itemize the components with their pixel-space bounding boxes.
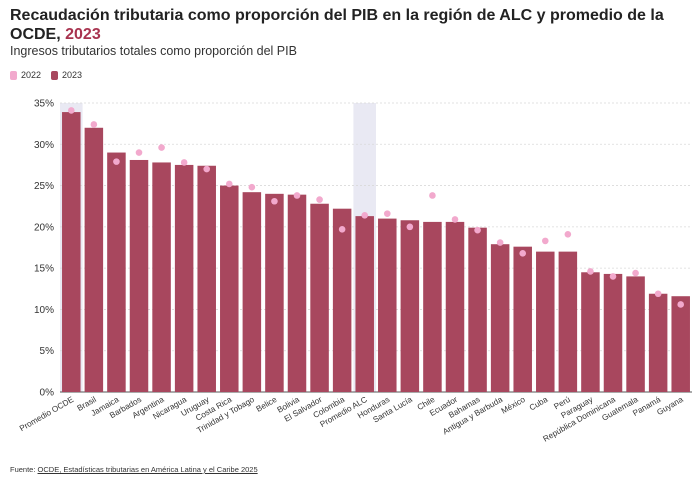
legend-item-2022[interactable]: 2022: [10, 70, 41, 80]
dot-2022: [180, 159, 188, 166]
bar-2023: [84, 127, 104, 392]
bar-2023: [513, 246, 532, 392]
bar-2023: [197, 165, 216, 392]
bar-2023: [558, 251, 578, 392]
dot-2022: [677, 301, 685, 308]
source-link[interactable]: OCDE, Estadísticas tributarias en Améric…: [37, 465, 258, 474]
bar-2023: [536, 251, 555, 392]
dot-2022: [271, 197, 278, 205]
chart-title-main: Recaudación tributaria como proporción d…: [10, 7, 664, 43]
bar-2023: [242, 192, 262, 392]
legend-label-2023: 2023: [62, 70, 83, 80]
bar-2023: [174, 164, 194, 392]
y-tick-label: 35%: [34, 99, 54, 110]
dot-2022: [158, 144, 165, 151]
bar-2023: [310, 203, 329, 392]
legend: 2022 2023: [10, 70, 82, 80]
chart-subtitle: Ingresos tributarios totales como propor…: [10, 44, 297, 58]
dot-2022: [113, 158, 120, 165]
bar-2023: [287, 194, 307, 392]
dot-2022: [316, 196, 323, 203]
bar-2023: [626, 276, 645, 392]
y-tick-label: 0%: [40, 388, 55, 399]
bar-2023: [265, 193, 284, 392]
chart-title: Recaudación tributaria como proporción d…: [10, 6, 690, 44]
dot-2022: [248, 183, 256, 191]
dot-2022: [474, 226, 481, 234]
dot-2022: [293, 192, 301, 199]
dot-2022: [203, 165, 211, 173]
bar-2023: [468, 227, 487, 392]
bar-2023: [152, 162, 171, 392]
dot-2022: [361, 211, 369, 219]
bar-2023: [107, 152, 126, 392]
bar-2023: [671, 296, 690, 392]
y-tick-label: 15%: [34, 264, 54, 275]
bar-2023: [332, 208, 352, 392]
legend-swatch-2023: [51, 70, 59, 80]
y-tick-label: 5%: [40, 346, 55, 357]
chart-title-year: 2023: [65, 26, 101, 43]
dot-2022: [496, 239, 504, 246]
y-tick-label: 25%: [34, 181, 54, 192]
dot-2022: [67, 107, 75, 114]
dot-2022: [451, 216, 459, 223]
x-tick-label: Cuba: [528, 395, 550, 413]
bar-2023: [129, 159, 149, 392]
bar-2023: [490, 244, 510, 392]
dot-2022: [609, 273, 617, 280]
x-tick-label: Guyana: [655, 395, 685, 417]
y-tick-label: 20%: [34, 222, 54, 233]
source-label: Fuente:: [10, 465, 38, 474]
bar-2023: [400, 220, 420, 392]
dot-2022: [429, 192, 436, 199]
bar-2023: [423, 221, 442, 392]
source-note: Fuente: OCDE, Estadísticas tributarias e…: [10, 465, 258, 474]
x-tick-label: Promedio OCDE: [18, 395, 76, 434]
legend-item-2023[interactable]: 2023: [51, 70, 82, 80]
bar-2023: [603, 273, 623, 392]
dot-2022: [383, 210, 391, 217]
dot-2022: [90, 121, 98, 128]
dot-2022: [406, 223, 414, 231]
dot-2022: [587, 268, 594, 275]
dot-2022: [564, 230, 572, 238]
bar-2023: [355, 216, 374, 392]
x-tick-label: México: [500, 395, 527, 416]
dot-2022: [135, 149, 143, 156]
bar-2023: [62, 112, 81, 392]
bar-2023: [445, 221, 465, 392]
dot-2022: [225, 180, 233, 188]
y-tick-label: 30%: [34, 140, 54, 151]
x-tick-label: Belice: [255, 395, 279, 414]
dot-2022: [519, 249, 527, 257]
bar-chart: 0%5%10%15%20%25%30%35%Promedio OCDE Brasi…: [18, 99, 692, 444]
bar-2023: [648, 293, 668, 392]
dot-2022: [338, 226, 346, 233]
bar-2023: [220, 185, 239, 392]
dot-2022: [632, 269, 639, 277]
legend-label-2022: 2022: [21, 70, 42, 80]
bar-2023: [378, 218, 397, 392]
dot-2022: [654, 290, 662, 298]
dot-2022: [541, 237, 549, 245]
legend-swatch-2022: [10, 70, 17, 80]
y-tick-label: 10%: [34, 305, 54, 316]
bar-2023: [581, 272, 600, 392]
